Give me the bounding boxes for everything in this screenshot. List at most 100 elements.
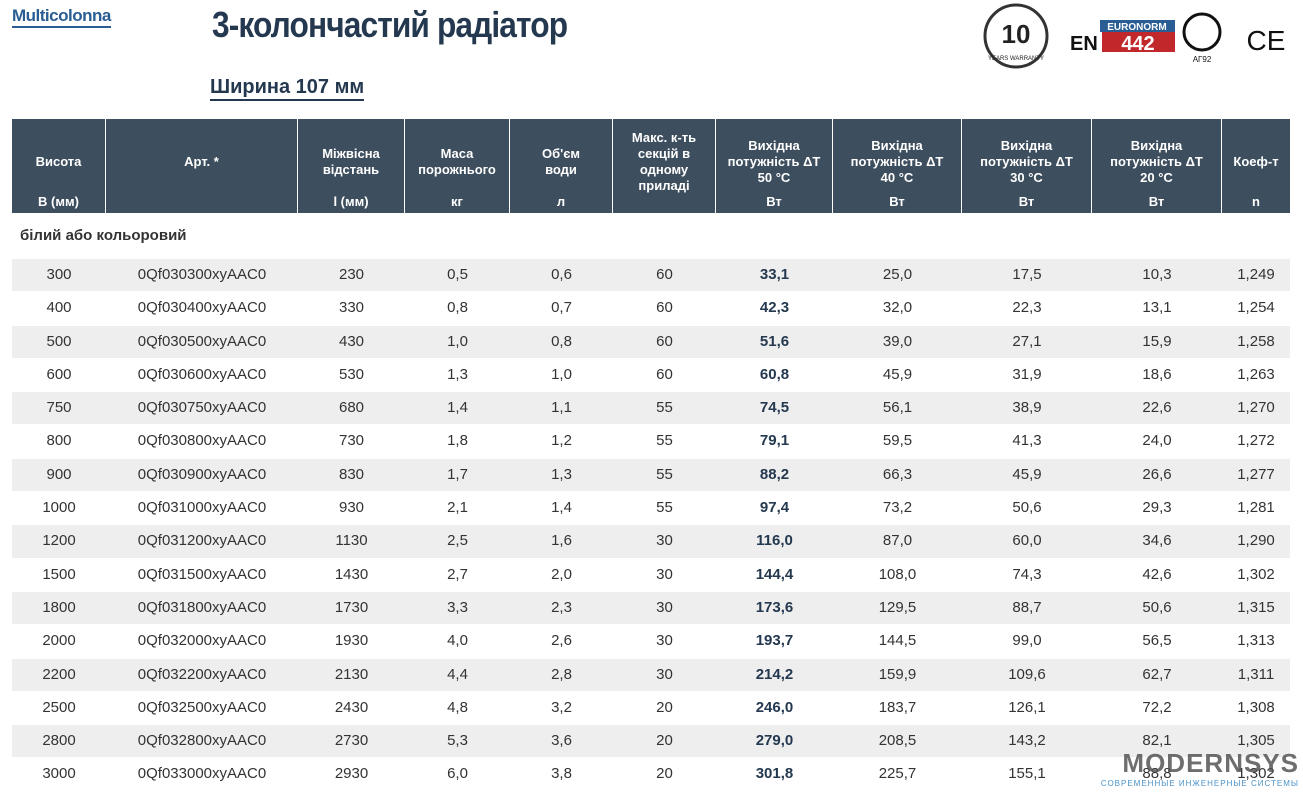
table-cell: 50,6 (1142, 598, 1172, 616)
table-cell: 300 (46, 266, 72, 283)
table-cell: 1,7 (447, 465, 468, 483)
table-cell: 1,302 (1237, 565, 1275, 583)
cert: АГ92 (1193, 55, 1212, 64)
table-cell: 183,7 (878, 698, 917, 716)
table-cell: 2130 (334, 665, 369, 683)
table-cell: 530 (338, 365, 365, 383)
table-cell: 97,4 (759, 499, 790, 517)
table-cell: 116,0 (756, 532, 793, 550)
table-row: 1200 0Qf031200xyAAC0 1130 2,5 1,6 30 116,0 87,0… (12, 525, 1290, 559)
table-cell: 1,308 (1237, 698, 1275, 716)
table-row: 2500 0Qf032500xyAAC0 2430 4,8 3,2 20 246,0 183,… (12, 692, 1290, 726)
table-cell: 42,3 (759, 299, 790, 317)
header-cell: Вихідна потужність ΔT 20 °C Вт (1092, 119, 1222, 213)
euronorm-bg (1100, 20, 1175, 32)
column-unit: Вт (1148, 194, 1165, 209)
table-cell: 74,5 (759, 399, 790, 417)
table-cell: 0Qf032800xyAAC0 (137, 732, 267, 750)
table-cell: 126,1 (1008, 698, 1046, 716)
euronorm: EURONORM (1107, 22, 1166, 33)
table-cell: 750 (46, 399, 72, 417)
table-cell: 30 (656, 598, 673, 616)
table-row: 1800 0Qf031800xyAAC0 1730 3,3 2,3 30 173,6 129,… (12, 591, 1290, 626)
table-cell: 59,5 (882, 432, 913, 450)
table-cell: 20 (656, 732, 673, 750)
table: Висота В (мм) Арт. * Міжвісна відстань l (мм… (12, 119, 1290, 792)
table-cell: 1,272 (1237, 432, 1275, 450)
table-cell: 0Qf031200xyAAC0 (137, 532, 267, 550)
watermark-name: MODERNSYS (1122, 748, 1299, 778)
table-cell: 0Qf030500xyAAC0 (137, 332, 267, 350)
table-cell: 0Qf030800xyAAC0 (137, 432, 267, 450)
table-cell: 39,0 (882, 332, 913, 350)
table-cell: 1930 (334, 632, 369, 650)
table-cell: 1,258 (1237, 332, 1275, 350)
table-cell: 0,5 (447, 266, 468, 283)
table-cell: 38,9 (1012, 399, 1042, 417)
column-label: Об'єм води (541, 146, 581, 177)
table-cell: 1,270 (1237, 399, 1275, 417)
table-row: 750 0Qf030750xyAAC0 680 1,4 1,1 55 74,5 56,1 38,… (12, 392, 1290, 426)
table-row: 400 0Qf030400xyAAC0 330 0,8 0,7 60 42,3 32,0 22,… (12, 292, 1290, 326)
table-cell: 2,3 (551, 598, 572, 616)
table-cell: 33,1 (759, 266, 790, 283)
table-cell: 430 (338, 332, 365, 350)
table-cell: 1200 (42, 532, 76, 550)
table-cell: 17,5 (1012, 266, 1042, 283)
cert-mark (1182, 12, 1222, 52)
table-cell: 62,7 (1142, 665, 1172, 683)
header-cell: Арт. * (106, 119, 298, 213)
table-cell: 214,2 (755, 665, 794, 683)
table-cell: 0Qf032200xyAAC0 (137, 665, 267, 683)
section-label: білий або кольоровий (20, 227, 187, 244)
table-cell: 900 (46, 465, 72, 483)
header-cell: Висота В (мм) (12, 119, 106, 213)
table-cell: 1430 (334, 565, 369, 583)
table-cell: 10,3 (1142, 266, 1172, 283)
warranty-text: YEARS WARRANTY (988, 56, 1044, 62)
watermark-tagline: СОВРЕМЕННЫЕ ИНЖЕНЕРНЫЕ СИСТЕМЫ (1100, 779, 1299, 788)
table-cell: 99,0 (1012, 632, 1042, 650)
table-cell: 1,305 (1237, 732, 1275, 750)
table-cell: 24,0 (1142, 432, 1172, 450)
table-cell: 3,6 (551, 732, 572, 750)
table-cell: 800 (46, 432, 72, 450)
subtitle: Ширина 107 мм (210, 76, 365, 101)
table-cell: 0,8 (551, 332, 572, 350)
table-cell: 5,3 (447, 732, 468, 750)
table-cell: 20 (656, 765, 673, 783)
table-cell: 0,7 (551, 299, 572, 317)
table-cell: 246,0 (755, 698, 794, 716)
table-row: 800 0Qf030800xyAAC0 730 1,8 1,2 55 79,1 59,5 41,… (12, 425, 1290, 459)
table-cell: 1,6 (551, 532, 572, 550)
header-cell: Вихідна потужність ΔT 30 °C Вт (962, 119, 1092, 213)
column-label: Маса порожнього (418, 146, 496, 177)
table-cell: 730 (338, 432, 365, 450)
table-cell: 680 (338, 399, 365, 417)
table-cell: 109,6 (1008, 665, 1046, 683)
table-cell: 1,4 (551, 499, 572, 517)
table-cell: 66,3 (882, 465, 913, 483)
table-cell: 6,0 (447, 765, 468, 783)
column-unit: n (1252, 194, 1260, 209)
table-cell: 27,1 (1012, 332, 1042, 350)
table-cell: 0Qf031800xyAAC0 (137, 598, 267, 616)
table-cell: 87,0 (882, 532, 913, 550)
table-cell: 51,6 (759, 332, 790, 350)
table-row: 300 0Qf030300xyAAC0 230 0,5 0,6 60 33,1 25,0 17,… (12, 259, 1290, 293)
table-cell: 930 (338, 499, 365, 517)
table-cell: 2,7 (447, 565, 468, 583)
column-label: Вихідна потужність ΔT 50 °C (727, 138, 821, 185)
table-cell: 26,6 (1142, 465, 1172, 483)
table-cell: 25,0 (882, 266, 913, 283)
header-cell: Макс. к-ть секцій в одному приладі (613, 119, 716, 213)
table-cell: 22,3 (1012, 299, 1042, 317)
table-cell: 3,3 (447, 598, 468, 616)
table-cell: 1,249 (1237, 266, 1275, 283)
table-cell: 88,7 (1012, 598, 1042, 616)
table-cell: 0,6 (551, 266, 572, 283)
table-cell: 1730 (334, 598, 369, 616)
table-cell: 1,302 (1237, 765, 1275, 783)
table-cell: 55 (656, 465, 673, 483)
table-cell: 500 (46, 332, 72, 350)
